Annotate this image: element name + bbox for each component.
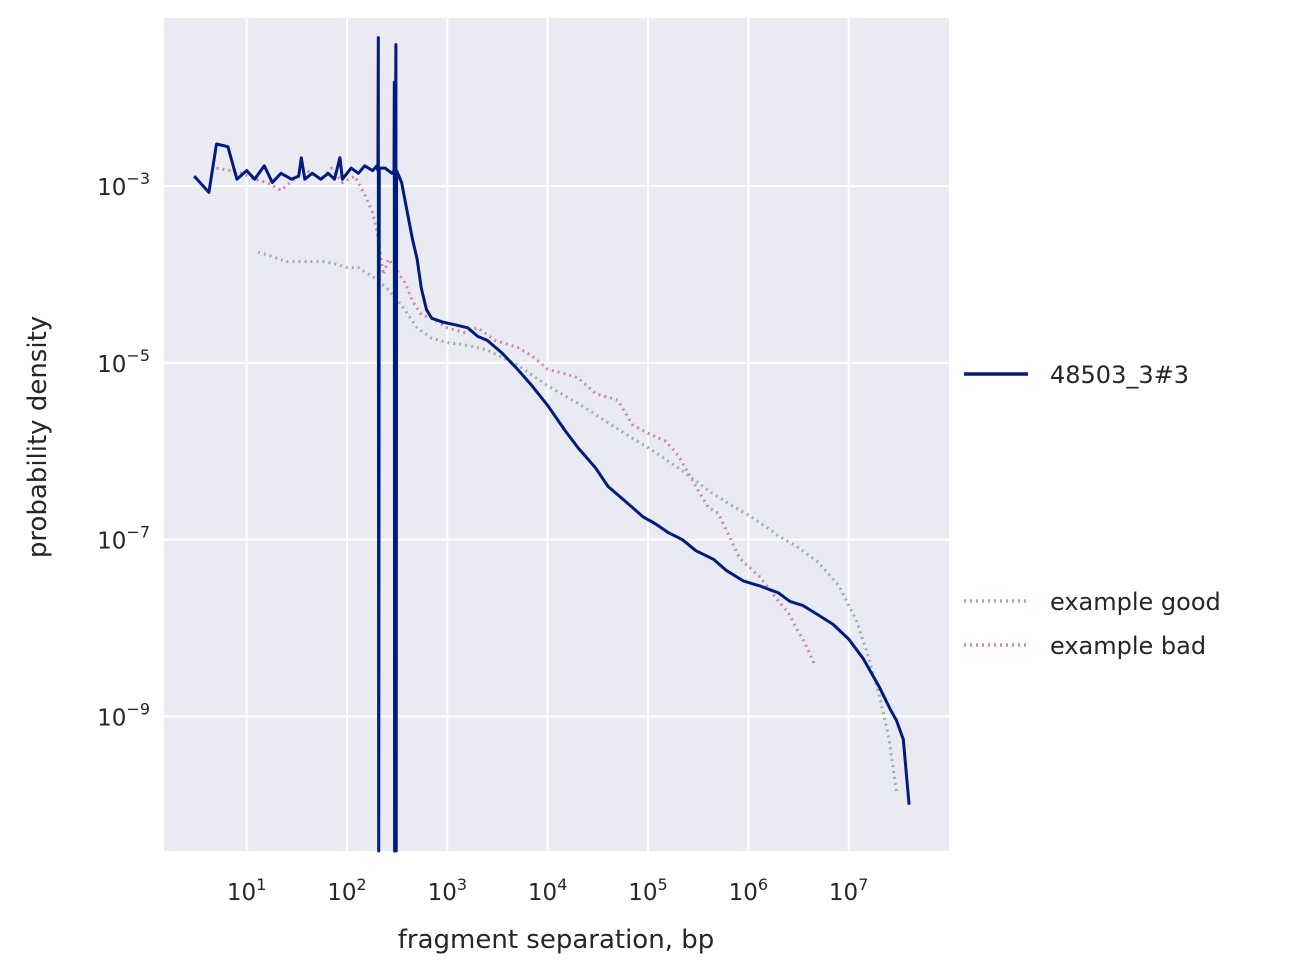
x-tick-label: 103	[428, 875, 467, 906]
y-tick-label: 10−9	[97, 699, 150, 731]
legend-label-series-2: example good	[1050, 588, 1221, 616]
x-tick-label: 105	[628, 875, 667, 906]
x-tick-label: 107	[829, 875, 868, 906]
y-tick-label: 10−5	[97, 346, 150, 378]
x-tick-label: 101	[227, 875, 266, 906]
y-tick-label: 10−3	[97, 169, 150, 201]
legend-label-series-3: example bad	[1050, 632, 1206, 660]
series-line-2	[257, 250, 898, 793]
x-tick-label: 106	[729, 875, 768, 906]
legend: 48503_3#3 example good example bad	[964, 361, 1221, 660]
legend-label-series-1: 48503_3#3	[1050, 361, 1189, 389]
tick-labels: 101 102 103 104 105 106 107 10−3 10−5 10−7 10−9	[97, 169, 868, 906]
series-line-1	[193, 36, 911, 853]
x-axis-label: fragment separation, bp	[398, 925, 714, 955]
series-group	[193, 36, 911, 853]
y-axis-label: probability density	[23, 316, 53, 558]
x-tick-label: 104	[528, 875, 567, 906]
y-tick-label: 10−7	[97, 523, 150, 555]
x-tick-label: 102	[327, 875, 366, 906]
plot-background	[164, 18, 949, 851]
series-line-3	[216, 166, 816, 664]
